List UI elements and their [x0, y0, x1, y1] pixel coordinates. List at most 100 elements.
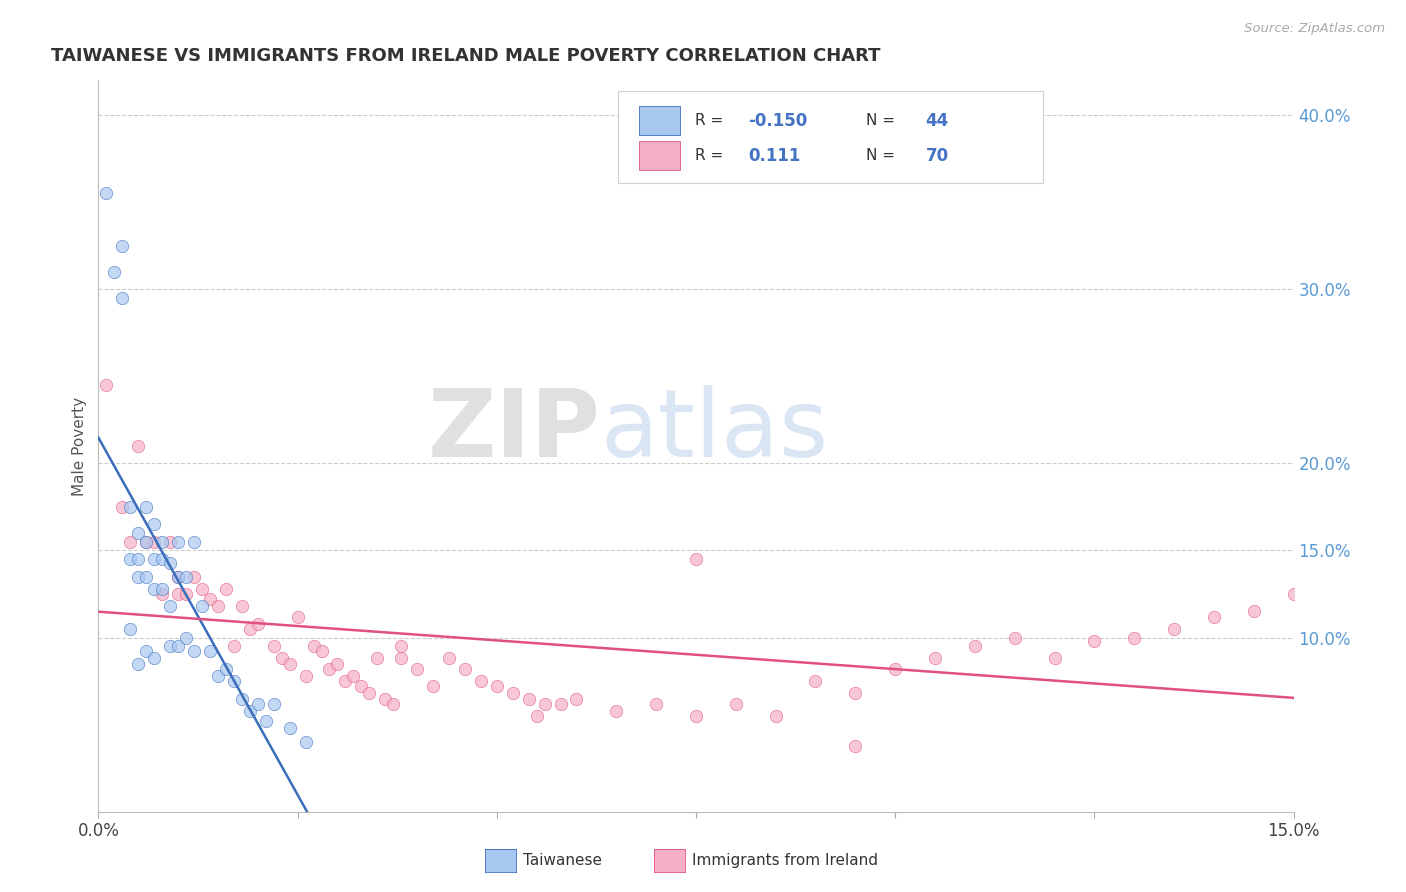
Point — [120, 534, 142, 549]
Point — [724, 697, 747, 711]
Point — [246, 697, 269, 711]
Point — [1043, 651, 1066, 665]
Text: R =: R = — [695, 148, 728, 163]
Point — [1004, 631, 1026, 645]
Point — [159, 640, 181, 654]
Point — [239, 622, 262, 636]
Text: R =: R = — [695, 113, 728, 128]
Point — [1083, 634, 1105, 648]
Point — [287, 609, 309, 624]
Point — [565, 691, 588, 706]
Point — [167, 569, 190, 583]
Point — [645, 697, 668, 711]
Point — [246, 616, 269, 631]
Point — [765, 709, 787, 723]
Point — [183, 569, 205, 583]
Point — [884, 662, 907, 676]
Point — [120, 552, 142, 566]
FancyBboxPatch shape — [638, 141, 681, 170]
Point — [924, 651, 946, 665]
Point — [111, 238, 134, 252]
Text: N =: N = — [866, 148, 900, 163]
Point — [294, 669, 316, 683]
Point — [183, 534, 205, 549]
Point — [150, 587, 173, 601]
Point — [96, 186, 118, 201]
Point — [143, 651, 166, 665]
Point — [350, 679, 373, 693]
Point — [127, 526, 149, 541]
Point — [120, 500, 142, 514]
Point — [342, 669, 364, 683]
Point — [143, 517, 166, 532]
Point — [167, 569, 190, 583]
Point — [1123, 631, 1146, 645]
Point — [150, 552, 173, 566]
Point — [1282, 587, 1305, 601]
Point — [366, 651, 388, 665]
Point — [1202, 609, 1225, 624]
Point — [263, 640, 285, 654]
Point — [159, 534, 181, 549]
Point — [605, 704, 627, 718]
Y-axis label: Male Poverty: Male Poverty — [72, 396, 87, 496]
Point — [359, 686, 381, 700]
Point — [198, 592, 221, 607]
Point — [844, 739, 866, 753]
Point — [270, 651, 292, 665]
Text: TAIWANESE VS IMMIGRANTS FROM IRELAND MALE POVERTY CORRELATION CHART: TAIWANESE VS IMMIGRANTS FROM IRELAND MAL… — [51, 47, 880, 65]
Point — [135, 534, 157, 549]
Text: N =: N = — [866, 113, 900, 128]
Point — [207, 599, 229, 614]
Point — [1163, 622, 1185, 636]
Point — [127, 552, 149, 566]
Point — [127, 657, 149, 671]
Point — [198, 644, 221, 658]
Point — [278, 721, 301, 735]
Point — [278, 657, 301, 671]
Point — [143, 534, 166, 549]
Point — [804, 674, 827, 689]
Point — [150, 582, 173, 596]
Point — [485, 679, 508, 693]
Point — [311, 644, 333, 658]
Point — [263, 697, 285, 711]
Point — [174, 569, 197, 583]
Point — [103, 265, 125, 279]
Point — [167, 587, 190, 601]
Point — [111, 500, 134, 514]
Point — [222, 640, 245, 654]
Text: Taiwanese: Taiwanese — [523, 854, 602, 868]
Point — [96, 378, 118, 392]
Point — [150, 534, 173, 549]
Point — [231, 691, 253, 706]
Point — [335, 674, 357, 689]
Point — [294, 735, 316, 749]
Point — [207, 669, 229, 683]
Point — [167, 534, 190, 549]
Point — [526, 709, 548, 723]
Point — [254, 714, 277, 728]
Point — [120, 622, 142, 636]
Point — [389, 651, 412, 665]
Point — [437, 651, 460, 665]
Text: -0.150: -0.150 — [748, 112, 808, 129]
Point — [231, 599, 253, 614]
Point — [406, 662, 429, 676]
Text: 0.111: 0.111 — [748, 146, 801, 165]
Point — [470, 674, 492, 689]
Point — [517, 691, 540, 706]
Point — [222, 674, 245, 689]
Point — [183, 644, 205, 658]
Point — [143, 582, 166, 596]
Point — [239, 704, 262, 718]
Point — [502, 686, 524, 700]
Point — [215, 582, 238, 596]
Point — [135, 644, 157, 658]
Text: Immigrants from Ireland: Immigrants from Ireland — [692, 854, 877, 868]
Point — [422, 679, 444, 693]
Point — [550, 697, 572, 711]
Point — [174, 631, 197, 645]
Point — [963, 640, 986, 654]
Point — [318, 662, 340, 676]
